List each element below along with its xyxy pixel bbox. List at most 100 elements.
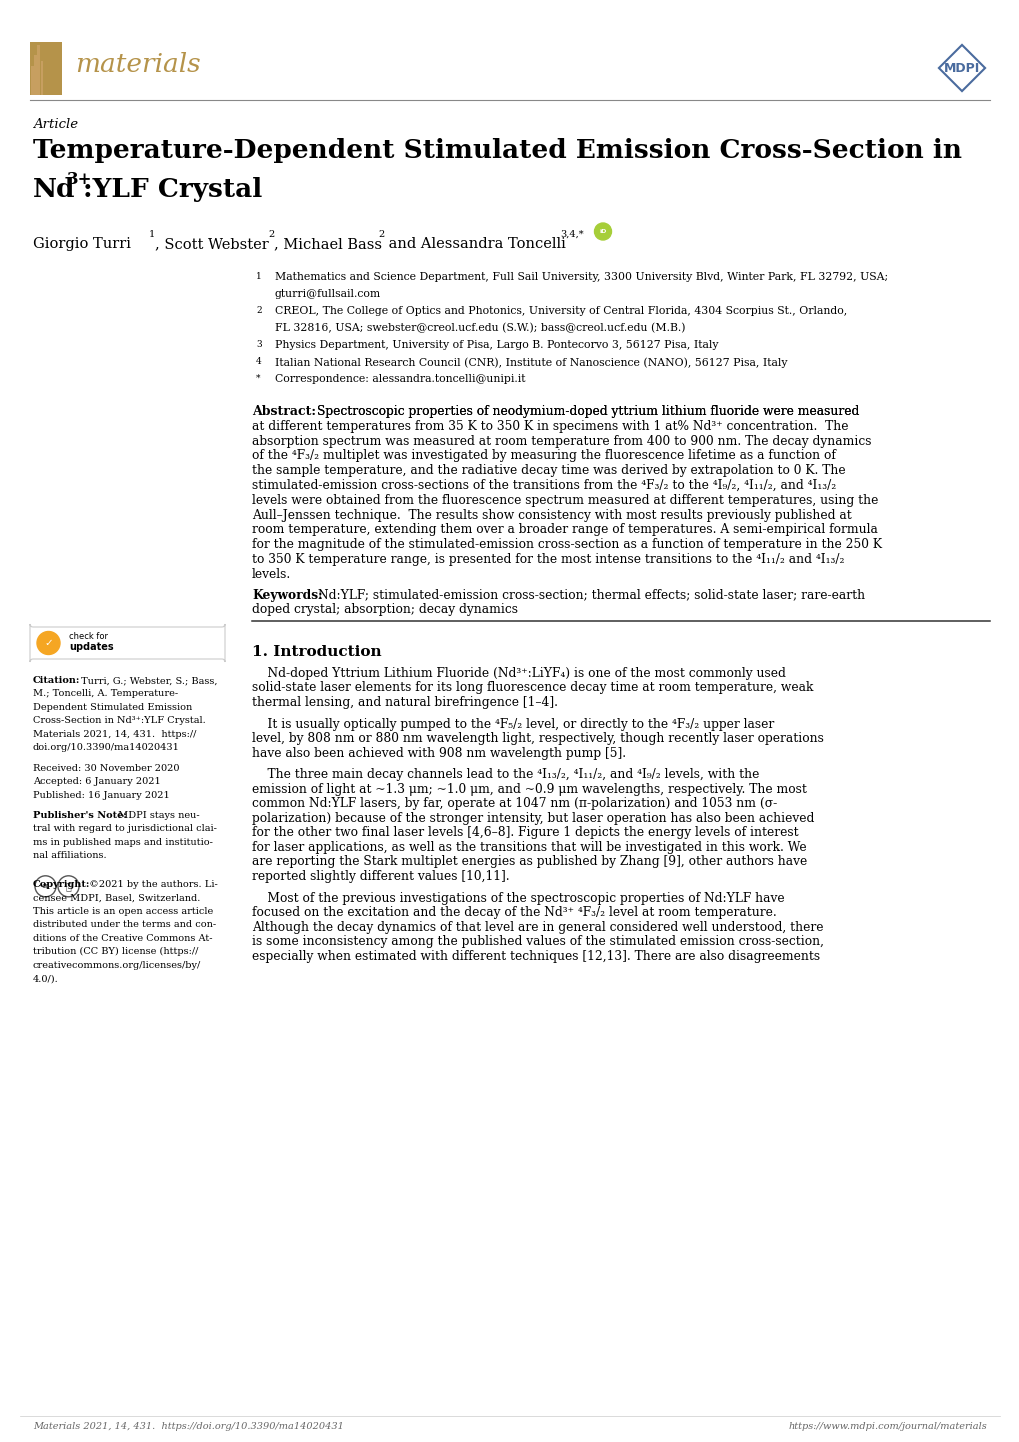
Text: cc: cc [42, 884, 50, 890]
Text: doi.org/10.3390/ma14020431: doi.org/10.3390/ma14020431 [33, 744, 179, 753]
Text: Mathematics and Science Department, Full Sail University, 3300 University Blvd, : Mathematics and Science Department, Full… [275, 273, 888, 283]
Text: Although the decay dynamics of that level are in general considered well underst: Although the decay dynamics of that leve… [252, 920, 822, 934]
Text: FL 32816, USA; swebster@creol.ucf.edu (S.W.); bass@creol.ucf.edu (M.B.): FL 32816, USA; swebster@creol.ucf.edu (S… [275, 323, 685, 333]
Text: M.; Toncelli, A. Temperature-: M.; Toncelli, A. Temperature- [33, 689, 178, 698]
Text: Cross-Section in Nd³⁺:YLF Crystal.: Cross-Section in Nd³⁺:YLF Crystal. [33, 717, 206, 725]
Text: distributed under the terms and con-: distributed under the terms and con- [33, 920, 216, 929]
Text: gturri@fullsail.com: gturri@fullsail.com [275, 288, 381, 298]
Text: tribution (CC BY) license (https://: tribution (CC BY) license (https:// [33, 947, 198, 956]
Text: emission of light at ~1.3 μm; ~1.0 μm, and ~0.9 μm wavelengths, respectively. Th: emission of light at ~1.3 μm; ~1.0 μm, a… [252, 783, 806, 796]
Text: Nd:YLF; stimulated-emission cross-section; thermal effects; solid-state laser; r: Nd:YLF; stimulated-emission cross-sectio… [318, 588, 864, 601]
Text: the sample temperature, and the radiative decay time was derived by extrapolatio: the sample temperature, and the radiativ… [252, 464, 845, 477]
Text: Nd-doped Yttrium Lithium Fluoride (Nd³⁺:LiYF₄) is one of the most commonly used: Nd-doped Yttrium Lithium Fluoride (Nd³⁺:… [252, 668, 785, 681]
Text: ✓: ✓ [44, 637, 53, 647]
Circle shape [37, 632, 60, 655]
Text: It is usually optically pumped to the ⁴F₅/₂ level, or directly to the ⁴F₃/₂ uppe: It is usually optically pumped to the ⁴F… [252, 718, 773, 731]
Text: 3,4,*: 3,4,* [559, 231, 583, 239]
Text: ©2021 by the authors. Li-: ©2021 by the authors. Li- [86, 880, 217, 888]
FancyBboxPatch shape [31, 66, 34, 95]
Text: :YLF Crystal: :YLF Crystal [83, 177, 262, 202]
Text: focused on the excitation and the decay of the Nd³⁺ ⁴F₃/₂ level at room temperat: focused on the excitation and the decay … [252, 906, 776, 919]
Text: Aull–Jenssen technique.  The results show consistency with most results previous: Aull–Jenssen technique. The results show… [252, 509, 851, 522]
Text: censee MDPI, Basel, Switzerland.: censee MDPI, Basel, Switzerland. [33, 894, 200, 903]
Text: ms in published maps and institutio-: ms in published maps and institutio- [33, 838, 213, 846]
Text: MDPI: MDPI [943, 62, 979, 75]
Text: Materials 2021, 14, 431.  https://: Materials 2021, 14, 431. https:// [33, 730, 197, 738]
Text: for the magnitude of the stimulated-emission cross-section as a function of temp: for the magnitude of the stimulated-emis… [252, 538, 881, 551]
Text: updates: updates [69, 642, 113, 652]
Text: , Scott Webster: , Scott Webster [155, 236, 268, 251]
Text: thermal lensing, and natural birefringence [1–4].: thermal lensing, and natural birefringen… [252, 696, 557, 709]
Text: doped crystal; absorption; decay dynamics: doped crystal; absorption; decay dynamic… [252, 603, 518, 616]
Text: for laser applications, as well as the transitions that will be investigated in : for laser applications, as well as the t… [252, 841, 806, 854]
Text: to 350 K temperature range, is presented for the most intense transitions to the: to 350 K temperature range, is presented… [252, 552, 844, 567]
Text: Most of the previous investigations of the spectroscopic properties of Nd:YLF ha: Most of the previous investigations of t… [252, 891, 784, 904]
Text: have also been achieved with 908 nm wavelength pump [5].: have also been achieved with 908 nm wave… [252, 747, 626, 760]
Text: Temperature-Dependent Stimulated Emission Cross-Section in: Temperature-Dependent Stimulated Emissio… [33, 138, 961, 163]
Text: Ⓞ: Ⓞ [65, 881, 71, 891]
Text: iD: iD [599, 229, 606, 234]
Text: for the other two final laser levels [4,6–8]. Figure 1 depicts the energy levels: for the other two final laser levels [4,… [252, 826, 798, 839]
Text: of the ⁴F₃/₂ multiplet was investigated by measuring the fluorescence lifetime a: of the ⁴F₃/₂ multiplet was investigated … [252, 450, 835, 463]
Text: levels were obtained from the fluorescence spectrum measured at different temper: levels were obtained from the fluorescen… [252, 493, 877, 506]
Text: Spectroscopic properties of neodymium-doped yttrium lithium fluoride were measur: Spectroscopic properties of neodymium-do… [317, 405, 859, 418]
FancyBboxPatch shape [41, 61, 43, 95]
Text: 3: 3 [256, 340, 261, 349]
Text: Physics Department, University of Pisa, Largo B. Pontecorvo 3, 56127 Pisa, Italy: Physics Department, University of Pisa, … [275, 340, 717, 350]
Text: Turri, G.; Webster, S.; Bass,: Turri, G.; Webster, S.; Bass, [78, 676, 218, 685]
Text: *: * [256, 373, 260, 384]
Text: Received: 30 November 2020: Received: 30 November 2020 [33, 764, 179, 773]
Text: room temperature, extending them over a broader range of temperatures. A semi-em: room temperature, extending them over a … [252, 523, 877, 536]
FancyBboxPatch shape [34, 55, 37, 95]
Text: ditions of the Creative Commons At-: ditions of the Creative Commons At- [33, 934, 212, 943]
Text: creativecommons.org/licenses/by/: creativecommons.org/licenses/by/ [33, 960, 201, 970]
Text: nal affiliations.: nal affiliations. [33, 851, 107, 861]
Text: materials: materials [75, 52, 201, 78]
Text: Dependent Stimulated Emission: Dependent Stimulated Emission [33, 704, 192, 712]
Text: Keywords:: Keywords: [252, 588, 322, 601]
Text: solid-state laser elements for its long fluorescence decay time at room temperat: solid-state laser elements for its long … [252, 682, 812, 695]
FancyBboxPatch shape [38, 45, 40, 95]
Text: especially when estimated with different techniques [12,13]. There are also disa: especially when estimated with different… [252, 950, 819, 963]
Text: Article: Article [33, 118, 78, 131]
Text: This article is an open access article: This article is an open access article [33, 907, 213, 916]
Text: Materials 2021, 14, 431.  https://doi.org/10.3390/ma14020431: Materials 2021, 14, 431. https://doi.org… [33, 1422, 343, 1430]
Text: Italian National Research Council (CNR), Institute of Nanoscience (NANO), 56127 : Italian National Research Council (CNR),… [275, 358, 787, 368]
Text: and Alessandra Toncelli: and Alessandra Toncelli [383, 236, 566, 251]
Text: Abstract:: Abstract: [252, 405, 316, 418]
Text: tral with regard to jurisdictional clai-: tral with regard to jurisdictional clai- [33, 825, 217, 833]
Text: 3+: 3+ [67, 172, 93, 187]
Text: at different temperatures from 35 K to 350 K in specimens with 1 at% Nd³⁺ concen: at different temperatures from 35 K to 3… [252, 420, 848, 433]
Text: The three main decay channels lead to the ⁴I₁₃/₂, ⁴I₁₁/₂, and ⁴I₉/₂ levels, with: The three main decay channels lead to th… [252, 769, 758, 782]
Text: Correspondence: alessandra.toncelli@unipi.it: Correspondence: alessandra.toncelli@unip… [275, 373, 525, 384]
Text: Publisher's Note:: Publisher's Note: [33, 810, 126, 820]
Text: 2: 2 [268, 231, 274, 239]
Text: MDPI stays neu-: MDPI stays neu- [115, 810, 200, 820]
Text: Spectroscopic properties of neodymium-doped yttrium lithium fluoride were measur: Spectroscopic properties of neodymium-do… [317, 405, 859, 418]
Text: levels.: levels. [252, 568, 291, 581]
Text: check for: check for [69, 632, 108, 642]
Circle shape [594, 224, 611, 239]
Text: are reporting the Stark multiplet energies as published by Zhang [9], other auth: are reporting the Stark multiplet energi… [252, 855, 806, 868]
Text: reported slightly different values [10,11].: reported slightly different values [10,1… [252, 870, 510, 883]
Text: Copyright:: Copyright: [33, 880, 91, 888]
Text: 1: 1 [256, 273, 262, 281]
Text: Citation:: Citation: [33, 676, 81, 685]
Text: 1. Introduction: 1. Introduction [252, 645, 381, 659]
Text: 4.0/).: 4.0/). [33, 975, 59, 983]
Text: is some inconsistency among the published values of the stimulated emission cros: is some inconsistency among the publishe… [252, 936, 823, 949]
Text: common Nd:YLF lasers, by far, operate at 1047 nm (π-polarization) and 1053 nm (σ: common Nd:YLF lasers, by far, operate at… [252, 797, 776, 810]
Text: polarization) because of the stronger intensity, but laser operation has also be: polarization) because of the stronger in… [252, 812, 813, 825]
Text: Giorgio Turri: Giorgio Turri [33, 236, 130, 251]
Text: level, by 808 nm or 880 nm wavelength light, respectively, though recently laser: level, by 808 nm or 880 nm wavelength li… [252, 733, 823, 746]
Text: CREOL, The College of Optics and Photonics, University of Central Florida, 4304 : CREOL, The College of Optics and Photoni… [275, 306, 847, 316]
Text: Published: 16 January 2021: Published: 16 January 2021 [33, 790, 169, 800]
Text: 1: 1 [149, 231, 155, 239]
Text: 2: 2 [256, 306, 261, 314]
Text: 4: 4 [256, 358, 262, 366]
Text: stimulated-emission cross-sections of the transitions from the ⁴F₃/₂ to the ⁴I₉/: stimulated-emission cross-sections of th… [252, 479, 836, 492]
Text: 2: 2 [378, 231, 384, 239]
FancyBboxPatch shape [30, 624, 225, 662]
Text: Nd: Nd [33, 177, 75, 202]
FancyBboxPatch shape [30, 42, 62, 95]
